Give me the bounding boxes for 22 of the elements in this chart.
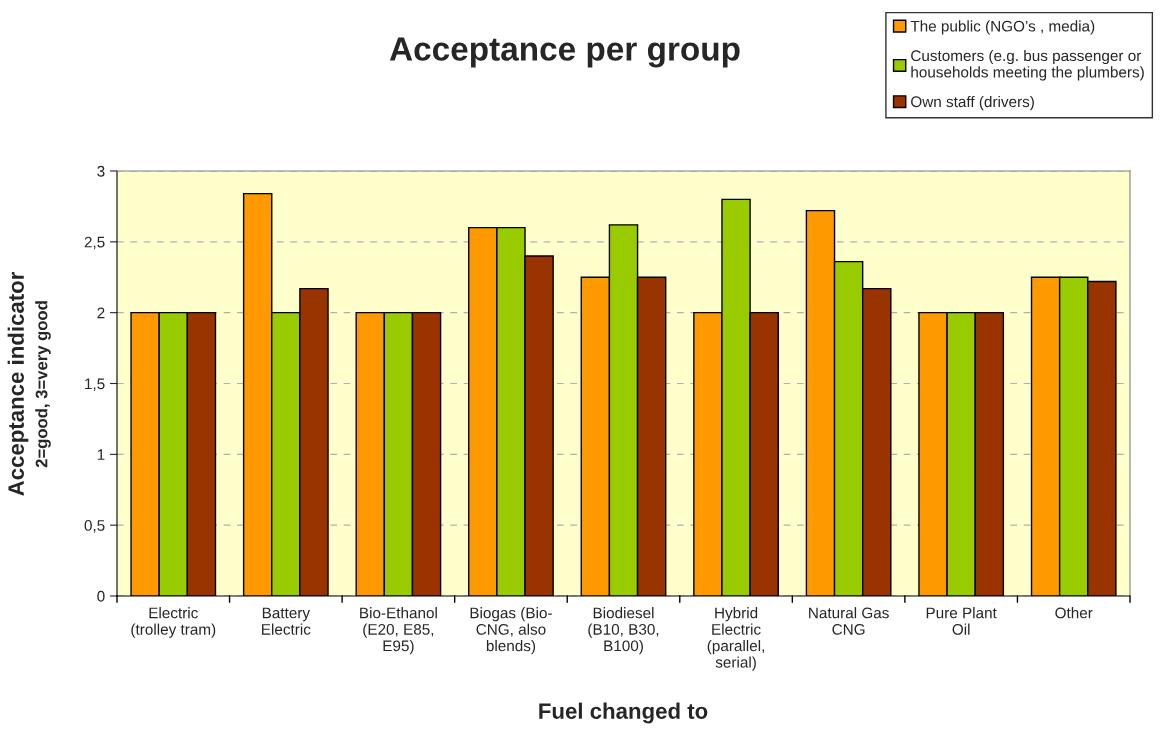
x-tick-label: Battery Electric xyxy=(262,607,311,635)
y-axis-title: Acceptance indicator 2=good, 3=very good xyxy=(7,271,51,496)
y-tick-label: 0,5 xyxy=(84,520,105,533)
legend-label: Own staff (drivers) xyxy=(911,95,1034,111)
y-tick-label: 3 xyxy=(97,165,105,177)
x-tick-label: Pure Plant Oil xyxy=(926,607,997,635)
legend-label: The public (NGO’s , media) xyxy=(910,20,1095,35)
x-tick-label: Biodiesel (B10, B30, B100) xyxy=(588,607,659,655)
legend-label: Customers (e.g. bus passenger or households meeting the plumbers) xyxy=(911,49,1144,81)
x-tick-label: Natural Gas CNG xyxy=(809,607,889,635)
x-tick-label: Bio-Ethanol (E20, E85, E95) xyxy=(360,607,437,655)
x-axis-title: Fuel changed to xyxy=(539,702,708,724)
x-tick-label: Electric (trolley tram) xyxy=(131,607,216,638)
x-tick-label: Biogas (Bio- CNG, also blends) xyxy=(470,607,552,655)
y-tick-label: 1,5 xyxy=(85,378,105,391)
y-tick-label: 0 xyxy=(97,590,105,602)
y-tick-label: 1 xyxy=(97,449,105,460)
x-tick-label: Other xyxy=(1055,607,1093,619)
x-tick-label: Hybrid Electric (parallel, serial) xyxy=(707,607,764,671)
chart-title: Acceptance per group xyxy=(389,37,740,68)
y-tick-label: 2,5 xyxy=(84,236,105,250)
y-tick-label: 2 xyxy=(97,307,105,319)
